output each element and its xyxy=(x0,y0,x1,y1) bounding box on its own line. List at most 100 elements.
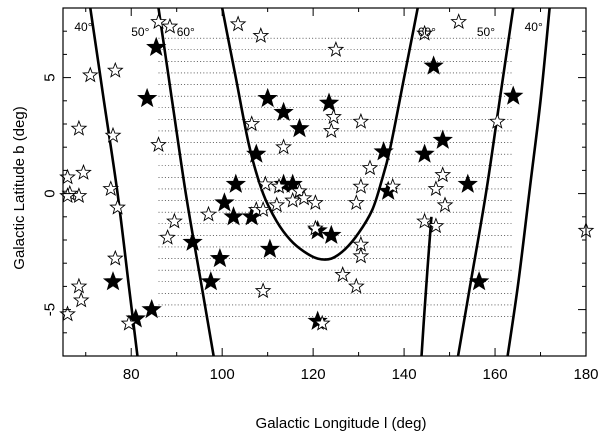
open-star-point xyxy=(384,177,402,194)
filled-star-point xyxy=(321,224,342,244)
open-star-point xyxy=(200,205,217,222)
open-star-point xyxy=(427,180,445,197)
open-star-point xyxy=(327,41,345,57)
x-axis-label: Galactic Longitude l (deg) xyxy=(256,415,427,432)
filled-star-point xyxy=(259,238,281,258)
open-star-point xyxy=(254,282,272,299)
curve-angle-label: 40° xyxy=(525,20,543,34)
plot-frame xyxy=(62,7,587,357)
filled-star-point xyxy=(246,143,267,163)
open-star-point xyxy=(275,138,292,155)
open-star-point xyxy=(416,24,433,41)
open-star-point xyxy=(161,17,179,34)
open-star-point xyxy=(243,115,261,132)
x-tick-label: 160 xyxy=(483,366,508,383)
open-star-point xyxy=(70,119,88,136)
open-star-point xyxy=(82,66,99,83)
x-tick-label: 100 xyxy=(210,366,235,383)
open-star-point xyxy=(59,187,76,204)
open-star-point xyxy=(352,247,370,264)
angle-curve xyxy=(456,8,515,356)
open-star-point xyxy=(322,122,340,139)
open-star-point xyxy=(59,168,76,185)
filled-star-point xyxy=(373,141,394,161)
open-star-point xyxy=(59,305,76,322)
data-points xyxy=(59,13,595,331)
open-star-point xyxy=(416,212,433,229)
angle-curve xyxy=(506,8,551,356)
open-star-point xyxy=(106,249,124,266)
filled-star-point xyxy=(102,271,124,291)
curve-angle-label: 50° xyxy=(131,25,149,39)
open-star-point xyxy=(252,27,270,43)
filled-star-point xyxy=(414,143,435,163)
open-star-point xyxy=(72,291,90,308)
x-tick-label: 180 xyxy=(573,366,598,383)
filled-star-point xyxy=(307,310,328,330)
open-star-point xyxy=(150,13,167,30)
open-star-point xyxy=(70,277,88,294)
curve-angle-label: 60° xyxy=(177,25,195,39)
open-star-point xyxy=(427,217,445,234)
angle-curve xyxy=(420,216,433,356)
open-star-point xyxy=(270,177,288,194)
angle-curve xyxy=(157,8,215,356)
curve-angle-label: 40° xyxy=(74,20,92,34)
filled-star-point xyxy=(223,206,244,226)
open-star-point xyxy=(268,196,286,213)
open-star-point xyxy=(334,266,352,282)
x-tick-label: 80 xyxy=(123,366,140,383)
curve-labels: 40° 50° 60° 60° 50° 40° xyxy=(74,20,543,39)
open-star-point xyxy=(150,136,167,152)
y-axis-label: Galactic Latitude b (deg) xyxy=(11,106,28,269)
open-star-point xyxy=(307,219,324,236)
filled-star-point xyxy=(209,247,230,268)
open-star-point xyxy=(348,194,365,210)
open-star-point xyxy=(352,177,370,194)
open-star-point xyxy=(347,277,365,294)
filled-star-point xyxy=(146,36,167,57)
open-star-point xyxy=(229,15,247,32)
filled-star-point xyxy=(289,117,310,138)
filled-star-point xyxy=(273,101,294,122)
y-tick-label: -5 xyxy=(42,303,59,316)
open-star-point xyxy=(489,112,506,129)
open-star-point xyxy=(109,198,126,215)
filled-star-point xyxy=(469,271,490,291)
open-star-point xyxy=(102,180,120,197)
open-star-point xyxy=(313,314,331,331)
open-star-point xyxy=(436,196,454,213)
open-star-point xyxy=(291,182,308,199)
filled-star-point xyxy=(318,92,340,112)
open-star-point xyxy=(450,13,468,30)
angle-curve xyxy=(220,8,419,261)
x-tick-label: 120 xyxy=(301,366,326,383)
open-star-point xyxy=(75,163,92,180)
open-star-point xyxy=(256,175,274,192)
filled-star-point xyxy=(214,192,235,212)
filled-star-point xyxy=(200,271,221,291)
open-star-point xyxy=(307,194,324,210)
filled-star-point xyxy=(137,87,158,108)
axes-ticks: 80 100 120 140 160 180 -5 0 5 xyxy=(42,8,599,383)
open-star-point xyxy=(284,191,302,208)
open-star-point xyxy=(254,201,272,217)
curve-angle-label: 50° xyxy=(477,25,495,39)
y-tick-label: 5 xyxy=(42,73,59,81)
filled-star-point xyxy=(182,231,203,251)
open-star-point xyxy=(325,108,342,125)
filled-star-point xyxy=(225,173,246,193)
open-star-point xyxy=(166,212,183,229)
x-tick-label: 140 xyxy=(392,366,417,383)
filled-star-point xyxy=(423,55,444,75)
y-tick-label: 0 xyxy=(42,189,59,197)
filled-star-point xyxy=(503,85,524,105)
open-star-point xyxy=(106,61,124,78)
open-star-point xyxy=(434,166,452,183)
open-star-point xyxy=(104,126,122,143)
open-star-point xyxy=(352,112,370,129)
open-star-point xyxy=(295,189,313,206)
open-star-point xyxy=(159,228,176,245)
filled-star-point xyxy=(257,87,278,108)
